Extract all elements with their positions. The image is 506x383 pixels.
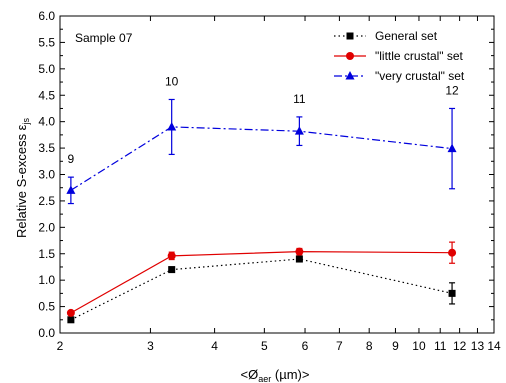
x-tick-label: 10 (412, 339, 426, 353)
data-point (448, 289, 456, 297)
series-line-2 (70, 126, 453, 191)
legend-label-0: General set (375, 29, 438, 43)
data-point (447, 143, 457, 153)
x-tick-label: 9 (392, 339, 399, 353)
y-tick-label: 4.5 (38, 88, 55, 102)
y-tick-label: 3.5 (38, 141, 55, 155)
legend-marker-0 (346, 32, 354, 40)
data-point (294, 126, 304, 135)
y-tick-label: 0.5 (38, 300, 55, 314)
sample-annotation: Sample 07 (75, 31, 133, 45)
data-point (167, 121, 177, 131)
point-label: 9 (68, 152, 75, 166)
legend: General set "little crustal" set "very cru… (334, 29, 465, 83)
y-tick-label: 2.0 (38, 220, 55, 234)
legend-marker-1 (346, 52, 354, 60)
y-tick-label: 1.0 (38, 273, 55, 287)
point-label: 12 (445, 83, 459, 97)
x-tick-label: 6 (302, 339, 309, 353)
data-point (167, 251, 176, 260)
x-tick-label: 11 (434, 339, 447, 353)
x-tick-label: 12 (453, 339, 467, 353)
y-tick-label: 6.0 (38, 9, 55, 23)
data-point (66, 308, 75, 317)
x-tick-label: 4 (211, 339, 218, 353)
x-tick-label: 7 (336, 339, 343, 353)
x-tick-label: 3 (147, 339, 154, 353)
point-label: 11 (293, 92, 306, 106)
x-axis-title: <Øaer (µm)> (241, 367, 310, 383)
y-tick-label: 0.0 (38, 326, 55, 340)
y-tick-label: 5.5 (38, 35, 55, 49)
y-tick-label: 4.0 (38, 115, 55, 129)
series-line-0 (70, 258, 453, 321)
legend-marker-2 (345, 71, 355, 80)
y-tick-label: 3.0 (38, 168, 55, 182)
plot-layer: 0.0 0.5 1.0 1.5 2.0 2.5 3.0 3.5 4.0 4.5 5.0 5.5 6.0 2… (38, 9, 501, 353)
x-tick-label: 2 (57, 339, 64, 353)
data-point (295, 247, 304, 256)
point-label: 10 (165, 74, 179, 88)
data-point (66, 185, 76, 194)
legend-label-2: "very crustal" set (375, 69, 465, 83)
x-tick-label: 13 (471, 339, 485, 353)
data-point (168, 266, 176, 274)
y-tick-label: 1.5 (38, 247, 55, 261)
x-tick-label: 8 (366, 339, 373, 353)
data-point (67, 316, 75, 324)
legend-label-1: "little crustal" set (375, 49, 464, 63)
x-tick-label: 5 (261, 339, 268, 353)
x-tick-label: 14 (487, 339, 501, 353)
y-axis-title: Relative S-excess εjs (14, 118, 31, 238)
data-point (295, 255, 303, 263)
x-axis-title-subscript: aer (258, 374, 271, 383)
y-tick-label: 5.0 (38, 62, 55, 76)
y-tick-label: 2.5 (38, 194, 55, 208)
data-point (448, 248, 457, 257)
series-line-1 (70, 250, 453, 314)
y-axis-title-subscript: js (21, 118, 31, 126)
plot-frame (59, 15, 495, 334)
